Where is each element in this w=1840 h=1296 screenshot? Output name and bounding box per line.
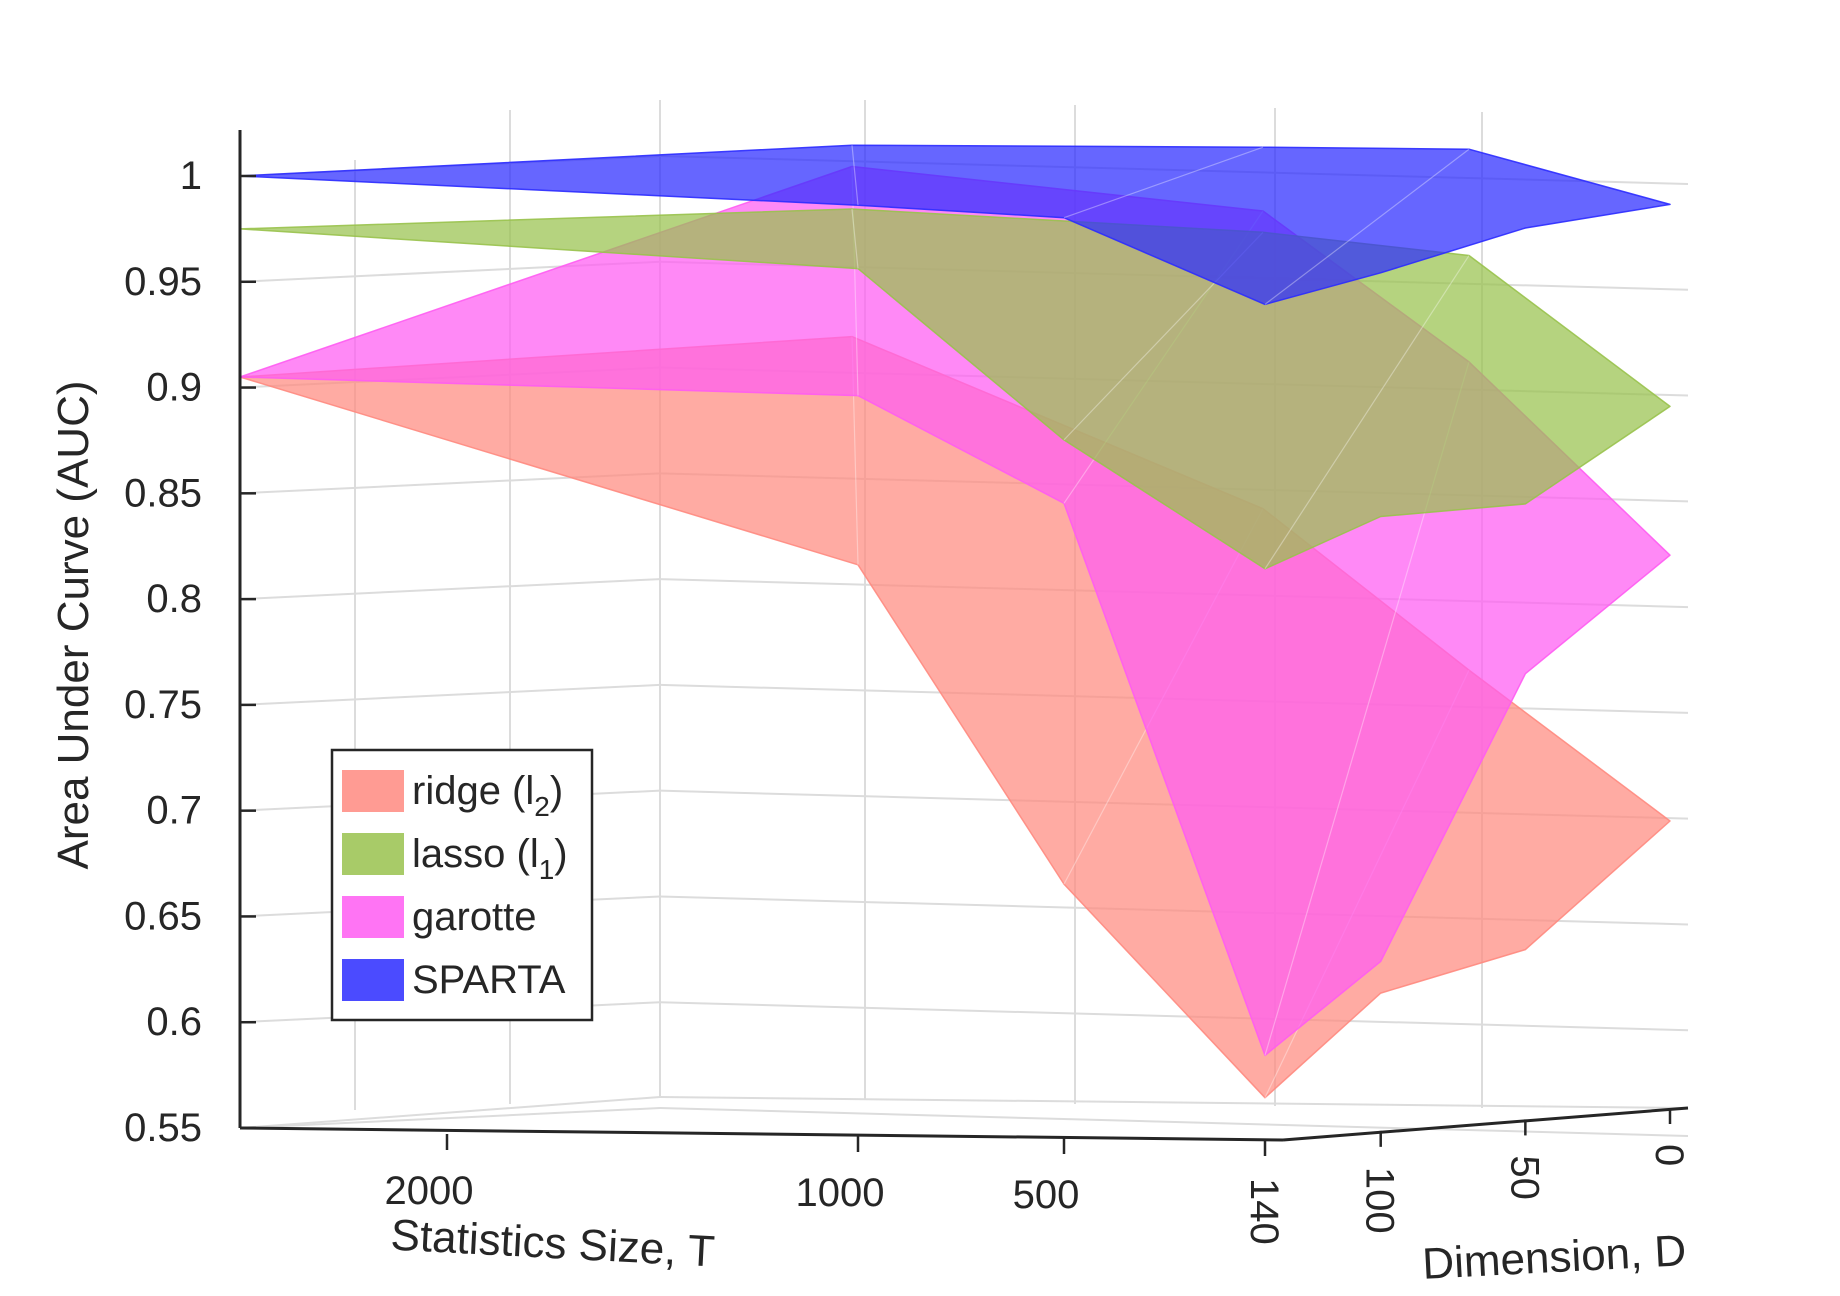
legend-swatch	[342, 833, 404, 875]
d-tick-label: 100	[1358, 1167, 1402, 1234]
legend-swatch	[342, 896, 404, 938]
legend-label: garotte	[412, 895, 537, 939]
floor-edge-left	[239, 1096, 661, 1129]
t-tick-label: 140	[1242, 1178, 1286, 1245]
x-axis-label: Statistics Size, T	[389, 1211, 716, 1277]
floor-grid	[239, 1096, 1689, 1129]
z-tick-label: 0.75	[124, 683, 202, 727]
t-tick-labels: 2000 1000 500 140	[385, 1134, 1286, 1245]
surface-sparta	[239, 144, 1671, 306]
z-tick-label: 0.7	[146, 789, 202, 833]
legend: ridge (l2) lasso (l1) garotte SPARTA	[330, 748, 594, 1022]
surface-mesh-line	[1063, 146, 1264, 219]
z-tick-label: 0.8	[146, 577, 202, 621]
z-tick-label: 0.65	[124, 894, 202, 938]
y-axis-label: Dimension, D	[1421, 1226, 1687, 1289]
z-gridline-left	[239, 1107, 661, 1129]
t-axis-line	[239, 1126, 1284, 1142]
z-gridline-left	[239, 683, 661, 706]
surface-mesh-line	[1264, 148, 1470, 305]
legend-label: lasso (l1)	[412, 832, 568, 885]
legend-label: ridge (l2)	[412, 769, 563, 822]
z-gridline-back	[659, 1107, 1689, 1137]
z-tick-label: 1	[180, 154, 202, 198]
d-axis-line	[1282, 1106, 1689, 1142]
legend-swatch	[342, 770, 404, 812]
z-tick-label: 0.55	[124, 1106, 202, 1150]
z-tick-labels: 0.55 0.6 0.65 0.7 0.75 0.8 0.85 0.9 0.95 1	[124, 154, 256, 1150]
t-tick-label: 2000	[385, 1169, 474, 1213]
legend-swatch	[342, 959, 404, 1001]
surface-mesh-line	[1264, 255, 1470, 570]
z-axis-label: Area Under Curve (AUC)	[49, 380, 98, 869]
z-tick-label: 0.6	[146, 1000, 202, 1044]
z-tick-label: 0.9	[146, 366, 202, 410]
surfaces	[239, 144, 1671, 1099]
t-tick-label: 1000	[796, 1171, 885, 1215]
z-tick-label: 0.95	[124, 260, 202, 304]
surface-mesh-line	[851, 208, 859, 269]
surface-mesh-line	[851, 145, 859, 206]
t-tick-label: 500	[1013, 1173, 1080, 1217]
d-tick-labels: 100 50 0	[1358, 1108, 1691, 1234]
z-gridline-left	[239, 578, 661, 601]
legend-label: SPARTA	[412, 958, 566, 1002]
d-tick-label: 0	[1647, 1144, 1691, 1166]
axes	[238, 130, 1689, 1142]
d-tick-label: 50	[1502, 1155, 1546, 1200]
floor-edge-back	[659, 1096, 1689, 1109]
z-gridline-back	[659, 1001, 1689, 1032]
z-tick-label: 0.85	[124, 471, 202, 515]
